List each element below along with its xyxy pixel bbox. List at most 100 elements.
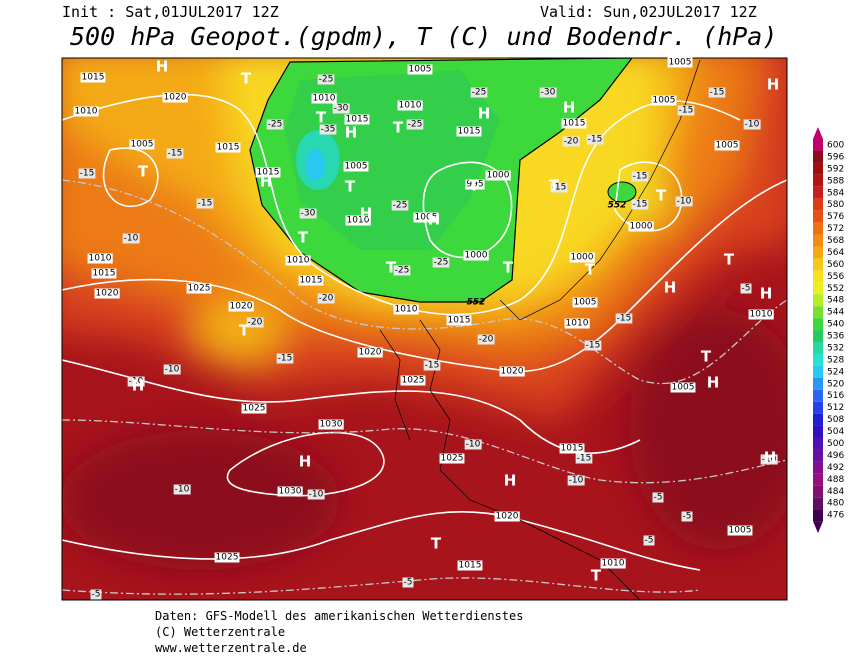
map-title: 500 hPa Geopot.(gpdm), T (C) und Bodendr… [70, 22, 777, 51]
pressure-label: 1000 [571, 253, 594, 263]
pressure-label-box [465, 179, 485, 190]
colorbar-swatch [813, 318, 823, 331]
pressure-center: H [767, 76, 780, 94]
temperature-label-box [743, 119, 761, 130]
temperature-label-box [402, 577, 414, 588]
colorbar-swatch [813, 198, 823, 211]
pressure-label-box [215, 142, 241, 153]
temperature-label: -15 [80, 169, 95, 179]
pressure-label: 1015 [448, 316, 471, 326]
temperature-label-group: -5 [652, 492, 664, 503]
pressure-label-group: 1020 [162, 92, 188, 103]
pressure-center: T [724, 251, 735, 269]
colorbar-swatch [813, 461, 823, 474]
colorbar-label: 508 [827, 415, 844, 425]
pressure-label-group: 1010 [397, 100, 423, 111]
pressure-label: 1020 [96, 289, 119, 299]
colorbar-label: 504 [827, 427, 844, 437]
temperature-label-group: -15 [615, 313, 633, 324]
colorbar-label: 480 [827, 499, 844, 509]
pressure-center: T [431, 535, 442, 553]
pressure-label-box [600, 558, 626, 569]
temperature-label: -35 [321, 125, 336, 135]
pressure-label-box [357, 347, 383, 358]
valid-time: Valid: Sun,02JUL2017 12Z [540, 3, 757, 21]
temperature-label-box [391, 200, 409, 211]
pressure-center: T [656, 187, 667, 205]
pressure-label-group: 1015 [91, 268, 117, 279]
temperature-label: -15 [198, 199, 213, 209]
temperature-label: -15 [425, 361, 440, 371]
pressure-center: T [316, 109, 327, 127]
pressure-center: T [138, 163, 149, 181]
pressure-center: H [299, 453, 312, 471]
colorbar-swatch [813, 330, 823, 343]
pressure-label-group: 1015 [446, 315, 472, 326]
pressure-label-group: 1025 [241, 403, 267, 414]
pressure-center: T [239, 322, 250, 340]
temperature-label: -15 [278, 354, 293, 364]
temperature-label-group: -15 [166, 148, 184, 159]
pressure-center: T [469, 177, 480, 195]
temperature-label-box [470, 87, 488, 98]
pressure-label-group: 1005 [714, 140, 740, 151]
colorbar-swatch [813, 162, 823, 175]
colorbar-swatch [813, 377, 823, 390]
temperature-label: -25 [408, 120, 423, 130]
footer-source: Daten: GFS-Modell des amerikanischen Wet… [155, 609, 523, 623]
pressure-label: 1005 [409, 65, 432, 75]
pressure-label-box [457, 560, 483, 571]
pressure-label-box [277, 486, 303, 497]
pressure-label-box [311, 93, 337, 104]
colorbar-label: 532 [827, 343, 844, 353]
colorbar-swatch [813, 365, 823, 378]
pressure-label: 1015 [346, 115, 369, 125]
pressure-label: 1005 [729, 526, 752, 536]
pressure-label: 1005 [345, 162, 368, 172]
temperature-label-group: -25 [266, 119, 284, 130]
temperature-label: -15 [679, 106, 694, 116]
temperature-label-box [163, 364, 181, 375]
pressure-label: 1015 [561, 444, 584, 454]
pressure-label-box [343, 161, 369, 172]
colorbar-label: 476 [827, 511, 844, 521]
pressure-label: 1010 [75, 107, 98, 117]
pressure-center: H [707, 374, 720, 392]
pressure-label: 1010 [399, 101, 422, 111]
pressure-label: 1005 [653, 96, 676, 106]
temperature-label-group: -15 [276, 353, 294, 364]
temperature-label-group: -20 [562, 136, 580, 147]
colorbar-swatch [813, 389, 823, 402]
pressure-label-box [413, 212, 439, 223]
height-label: 552 [467, 298, 486, 308]
temperature-label: -25 [472, 88, 487, 98]
colorbar-label: 500 [827, 439, 844, 449]
temperature-label-group: -10 [122, 233, 140, 244]
temperature-label-box [631, 199, 649, 210]
pressure-center: H [132, 377, 145, 395]
pressure-label-group: 1005 [129, 139, 155, 150]
temperature-label: -30 [301, 209, 316, 219]
pressure-label-group: 1025 [400, 375, 426, 386]
temperature-label-group: -15 [78, 168, 96, 179]
temperature-label: -15 [588, 135, 603, 145]
pressure-label-group: 1010 [748, 309, 774, 320]
pressure-label-box [561, 118, 587, 129]
colorbar-label: 568 [827, 236, 844, 246]
temperature-label-group: -10 [127, 376, 145, 387]
temperature-label-box [196, 198, 214, 209]
temperature-label-group: -25 [406, 119, 424, 130]
pressure-label-box [446, 315, 472, 326]
pressure-label: 1000 [630, 222, 653, 232]
pressure-label-box [499, 366, 525, 377]
colorbar-swatch [813, 425, 823, 438]
temperature-label-group: -10 [464, 439, 482, 450]
pressure-label-box [241, 403, 267, 414]
pressure-label-group: 1020 [228, 301, 254, 312]
pressure-label-box [569, 252, 595, 263]
temperature-label: -25 [393, 201, 408, 211]
pressure-center: H [360, 205, 373, 223]
pressure-label: 1010 [313, 94, 336, 104]
temperature-label-box [677, 105, 695, 116]
